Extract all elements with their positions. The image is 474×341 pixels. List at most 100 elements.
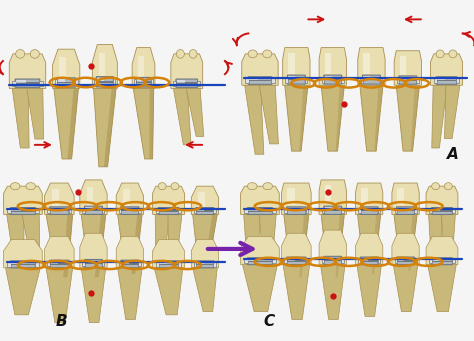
Bar — [122, 208, 128, 210]
Polygon shape — [426, 186, 458, 214]
Polygon shape — [241, 186, 279, 214]
FancyBboxPatch shape — [136, 77, 151, 87]
Bar — [288, 76, 295, 79]
Polygon shape — [394, 214, 417, 271]
Bar — [12, 80, 16, 86]
Bar — [159, 209, 167, 211]
Bar — [177, 80, 185, 83]
Polygon shape — [192, 268, 217, 312]
Polygon shape — [81, 268, 106, 323]
Bar — [400, 77, 407, 80]
Bar — [194, 262, 197, 267]
FancyBboxPatch shape — [432, 258, 452, 265]
Bar — [437, 78, 445, 80]
Bar — [285, 77, 288, 83]
FancyBboxPatch shape — [10, 208, 36, 214]
Polygon shape — [95, 214, 106, 277]
Bar — [173, 80, 176, 86]
Ellipse shape — [30, 49, 39, 58]
Polygon shape — [46, 214, 73, 277]
Polygon shape — [244, 214, 261, 269]
Polygon shape — [430, 54, 463, 85]
Polygon shape — [192, 214, 217, 268]
Polygon shape — [396, 85, 419, 151]
Polygon shape — [123, 189, 130, 208]
FancyBboxPatch shape — [50, 207, 69, 214]
FancyBboxPatch shape — [399, 76, 417, 84]
Polygon shape — [45, 236, 74, 268]
Polygon shape — [321, 214, 344, 277]
Bar — [57, 81, 75, 83]
Polygon shape — [441, 214, 456, 261]
Bar — [248, 210, 272, 212]
Polygon shape — [361, 188, 368, 205]
Bar — [364, 76, 370, 79]
Polygon shape — [284, 214, 309, 277]
Bar — [85, 207, 92, 210]
Ellipse shape — [263, 50, 272, 58]
Bar — [361, 260, 378, 262]
FancyBboxPatch shape — [176, 79, 198, 87]
Bar — [119, 208, 121, 213]
Polygon shape — [245, 85, 264, 154]
Bar — [159, 210, 178, 212]
Bar — [136, 81, 151, 83]
Ellipse shape — [171, 183, 179, 190]
FancyBboxPatch shape — [363, 75, 380, 84]
Bar — [138, 262, 141, 266]
Polygon shape — [372, 214, 381, 274]
Polygon shape — [116, 183, 144, 214]
Polygon shape — [7, 214, 24, 269]
Bar — [121, 263, 138, 265]
FancyBboxPatch shape — [287, 75, 305, 84]
Bar — [361, 210, 378, 211]
FancyBboxPatch shape — [121, 260, 139, 268]
Bar — [197, 210, 213, 212]
Bar — [245, 78, 249, 83]
Bar — [249, 80, 271, 81]
Bar — [248, 259, 258, 261]
Polygon shape — [300, 214, 309, 277]
Bar — [325, 76, 331, 79]
Bar — [85, 209, 102, 211]
Polygon shape — [4, 239, 42, 268]
Bar — [194, 209, 197, 213]
Polygon shape — [299, 85, 308, 151]
Bar — [51, 261, 58, 264]
Bar — [325, 207, 331, 210]
FancyBboxPatch shape — [248, 77, 272, 84]
FancyBboxPatch shape — [50, 260, 69, 268]
Bar — [197, 80, 200, 86]
FancyBboxPatch shape — [397, 257, 414, 265]
Ellipse shape — [247, 183, 257, 190]
Polygon shape — [400, 56, 407, 75]
Polygon shape — [171, 54, 203, 88]
Bar — [378, 258, 380, 263]
Polygon shape — [9, 54, 46, 88]
Bar — [85, 261, 92, 263]
Bar — [11, 264, 35, 265]
Ellipse shape — [26, 183, 36, 190]
Bar — [213, 209, 216, 213]
Bar — [94, 78, 97, 85]
Bar — [452, 209, 455, 213]
Polygon shape — [428, 265, 456, 312]
Polygon shape — [118, 268, 142, 320]
Polygon shape — [241, 236, 279, 265]
Polygon shape — [198, 192, 205, 209]
Bar — [400, 79, 416, 81]
Polygon shape — [432, 85, 447, 148]
Bar — [358, 258, 361, 263]
Bar — [197, 264, 213, 265]
Polygon shape — [282, 233, 311, 265]
Bar — [287, 210, 306, 211]
FancyBboxPatch shape — [158, 261, 179, 268]
Bar — [429, 259, 432, 263]
Polygon shape — [357, 265, 382, 316]
Ellipse shape — [189, 49, 197, 58]
Bar — [16, 83, 39, 84]
Polygon shape — [131, 214, 142, 274]
Bar — [35, 262, 38, 267]
Bar — [11, 262, 21, 264]
Ellipse shape — [449, 50, 457, 58]
